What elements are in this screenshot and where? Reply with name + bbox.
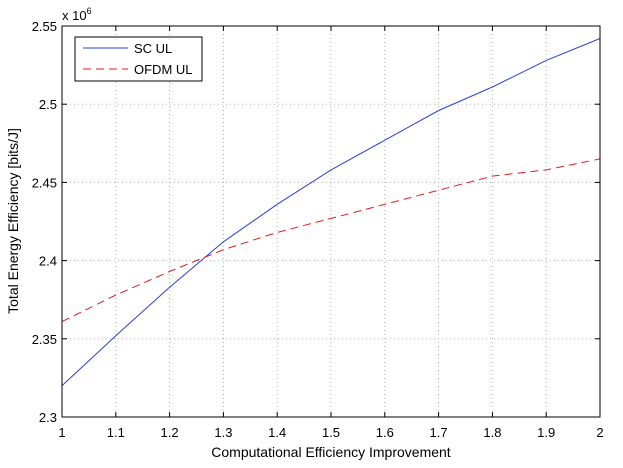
x-tick-label: 1	[58, 425, 65, 440]
x-tick-label: 1.6	[376, 425, 394, 440]
y-tick-label: 2.45	[32, 175, 57, 190]
x-tick-label: 1.4	[268, 425, 286, 440]
ticks	[61, 25, 601, 418]
legend-box	[74, 36, 203, 82]
y-tick-label: 2.55	[32, 19, 57, 34]
x-tick-label: 1.1	[107, 425, 125, 440]
x-tick-label: 1.9	[537, 425, 555, 440]
x-tick-label: 1.2	[161, 425, 179, 440]
y-tick-label: 2.5	[39, 97, 57, 112]
x-tick-label: 1.5	[322, 425, 340, 440]
y-tick-label: 2.35	[32, 332, 57, 347]
series-line-ofdm-ul	[61, 158, 601, 323]
y-tick-label: 2.4	[39, 254, 57, 269]
x-tick-label: 1.7	[430, 425, 448, 440]
legend: SC UL OFDM UL	[74, 36, 203, 82]
legend-label-sc-ul: SC UL	[134, 41, 172, 56]
y-multiplier-base: x 10	[62, 8, 87, 23]
x-axis-title: Computational Efficiency Improvement	[211, 444, 451, 460]
legend-label-ofdm-ul: OFDM UL	[134, 62, 193, 77]
plot-background	[62, 26, 600, 417]
series-line-sc-ul	[61, 38, 601, 387]
x-tick-label: 1.8	[483, 425, 501, 440]
y-tick-label: 2.3	[39, 410, 57, 425]
series-lines	[61, 38, 601, 387]
grid	[62, 26, 600, 417]
y-multiplier-label: x 106	[62, 6, 92, 23]
x-tick-label: 2	[596, 425, 603, 440]
y-axis-title: Total Energy Efficiency [bits/J]	[5, 128, 21, 314]
x-tick-label: 1.3	[214, 425, 232, 440]
tick-labels: 1 1.1 1.2 1.3 1.4 1.5 1.6 1.7 1.8 1.9 2 2.3 2.35 2.4 2…	[32, 19, 604, 440]
y-multiplier-exponent: 6	[87, 6, 92, 16]
